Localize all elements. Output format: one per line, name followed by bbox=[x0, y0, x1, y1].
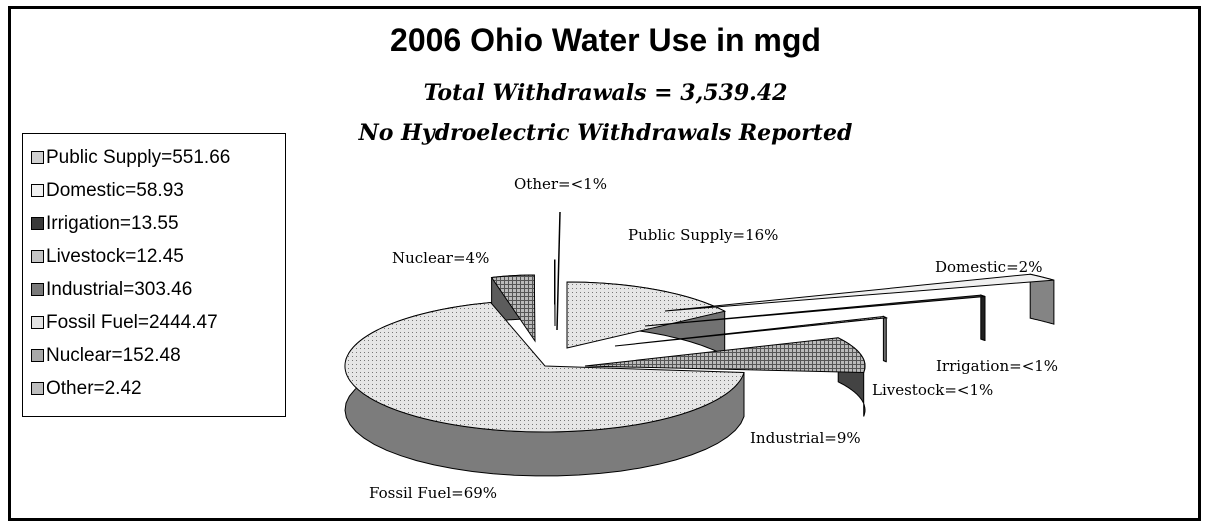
other-leader-line bbox=[556, 211, 561, 331]
legend-item-livestock: Livestock=12.45 bbox=[31, 240, 285, 273]
chart-subtitle-total: Total Withdrawals = 3,539.42 bbox=[423, 80, 788, 106]
pie-slice-fossil-fuel bbox=[344, 301, 745, 477]
legend-item-public-supply: Public Supply=551.66 bbox=[31, 141, 285, 174]
legend-swatch bbox=[31, 283, 44, 296]
pie-slice-side bbox=[882, 315, 887, 363]
legend-label: Industrial=303.46 bbox=[46, 278, 193, 300]
pie-slice-top bbox=[614, 315, 889, 347]
legend-swatch bbox=[31, 184, 44, 197]
pie-slice-top bbox=[644, 294, 986, 327]
legend-item-industrial: Industrial=303.46 bbox=[31, 273, 285, 306]
pie-slice-industrial bbox=[584, 336, 866, 417]
pie-slice-side bbox=[980, 294, 986, 341]
pie-slice-irrigation bbox=[644, 294, 986, 341]
legend-item-irrigation: Irrigation=13.55 bbox=[31, 207, 285, 240]
legend-swatch bbox=[31, 316, 44, 329]
pie-slice-top bbox=[344, 301, 745, 433]
legend-swatch bbox=[31, 349, 44, 362]
slice-label-nuclear: Nuclear=4% bbox=[392, 249, 489, 267]
slice-label-industrial: Industrial=9% bbox=[750, 429, 861, 447]
legend-swatch bbox=[31, 217, 44, 230]
legend-item-other: Other=2.42 bbox=[31, 372, 285, 405]
pie-slice-domestic bbox=[664, 273, 1055, 325]
pie-slice-top bbox=[490, 274, 536, 343]
legend-label: Domestic=58.93 bbox=[46, 179, 184, 201]
pie-slice-nuclear bbox=[490, 274, 536, 343]
chart-legend: Public Supply=551.66 Domestic=58.93 Irri… bbox=[22, 133, 286, 417]
pie-slice-top bbox=[584, 337, 866, 374]
legend-label: Other=2.42 bbox=[46, 377, 142, 399]
legend-label: Nuclear=152.48 bbox=[46, 344, 181, 366]
legend-item-domestic: Domestic=58.93 bbox=[31, 174, 285, 207]
pie-slice-public-supply bbox=[566, 281, 727, 357]
legend-label: Irrigation=13.55 bbox=[46, 212, 179, 234]
slice-label-public-supply: Public Supply=16% bbox=[628, 226, 778, 244]
slice-label-irrigation: Irrigation=<1% bbox=[936, 357, 1058, 375]
pie-slice-top bbox=[553, 259, 556, 327]
pie-slice-livestock bbox=[614, 315, 889, 363]
pie-slices bbox=[344, 259, 1055, 477]
legend-item-fossil-fuel: Fossil Fuel=2444.47 bbox=[31, 306, 285, 339]
pie-slice-other bbox=[553, 259, 556, 327]
legend-item-nuclear: Nuclear=152.48 bbox=[31, 339, 285, 372]
legend-swatch bbox=[31, 151, 44, 164]
slice-label-livestock: Livestock=<1% bbox=[872, 381, 993, 399]
slice-label-domestic: Domestic=2% bbox=[935, 258, 1042, 276]
legend-swatch bbox=[31, 250, 44, 263]
chart-subtitle-hydro: No Hydroelectric Withdrawals Reported bbox=[358, 120, 853, 146]
legend-label: Livestock=12.45 bbox=[46, 245, 184, 267]
chart-title: 2006 Ohio Water Use in mgd bbox=[390, 22, 821, 58]
legend-label: Fossil Fuel=2444.47 bbox=[46, 311, 218, 333]
slice-label-fossil-fuel: Fossil Fuel=69% bbox=[369, 484, 497, 502]
pie-slice-top bbox=[664, 273, 1055, 312]
legend-swatch bbox=[31, 382, 44, 395]
legend-label: Public Supply=551.66 bbox=[46, 146, 231, 168]
slice-label-other: Other=<1% bbox=[514, 175, 607, 193]
